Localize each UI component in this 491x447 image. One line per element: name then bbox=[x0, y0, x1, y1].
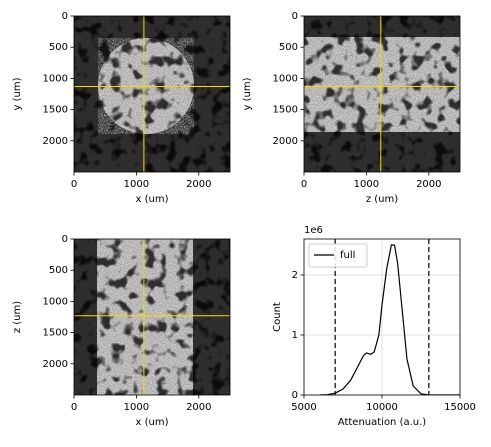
y-axis-label: Count bbox=[272, 302, 283, 332]
y-tick-label: 2000 bbox=[43, 359, 68, 370]
slice-image bbox=[74, 16, 230, 172]
y-tick-label: 1500 bbox=[273, 105, 298, 116]
x-tick-label: 2000 bbox=[186, 179, 211, 190]
x-tick-label: 2000 bbox=[416, 179, 441, 190]
x-tick-label: 10000 bbox=[366, 402, 398, 413]
y-tick-label: 1500 bbox=[43, 105, 68, 116]
x-axis-label: x (um) bbox=[136, 417, 169, 428]
y-tick-label: 0 bbox=[62, 234, 68, 245]
legend-label: full bbox=[340, 250, 355, 261]
x-tick-label: 0 bbox=[301, 179, 307, 190]
y-tick-label: 1 bbox=[292, 330, 298, 341]
x-tick-label: 1000 bbox=[124, 179, 149, 190]
x-tick-label: 1000 bbox=[354, 179, 379, 190]
y-tick-label: 2000 bbox=[43, 136, 68, 147]
y-tick-label: 500 bbox=[49, 42, 68, 53]
axes-frame bbox=[73, 238, 231, 396]
legend-box bbox=[308, 243, 368, 268]
y-axis-label: y (um) bbox=[242, 77, 253, 110]
axes-frame bbox=[303, 15, 461, 173]
axes-frame bbox=[73, 15, 231, 173]
slice-image bbox=[74, 239, 230, 395]
y-tick-label: 2 bbox=[292, 270, 298, 281]
y-tick-label: 1000 bbox=[43, 73, 68, 84]
slice-image bbox=[304, 16, 460, 172]
x-tick-label: 15000 bbox=[444, 402, 476, 413]
y-tick-label: 1000 bbox=[43, 296, 68, 307]
x-axis-label: z (um) bbox=[366, 194, 398, 205]
x-tick-label: 5000 bbox=[291, 402, 316, 413]
x-axis-label: x (um) bbox=[136, 194, 169, 205]
y-tick-label: 0 bbox=[292, 390, 298, 401]
x-axis-label: Attenuation (a.u.) bbox=[338, 417, 427, 428]
series-line bbox=[319, 244, 460, 395]
x-tick-label: 2000 bbox=[186, 402, 211, 413]
y-tick-label: 0 bbox=[62, 11, 68, 22]
y-axis-label: z (um) bbox=[12, 301, 23, 333]
y-tick-label: 0 bbox=[292, 11, 298, 22]
y-tick-label: 2000 bbox=[273, 136, 298, 147]
y-tick-label: 500 bbox=[49, 265, 68, 276]
x-tick-label: 0 bbox=[71, 402, 77, 413]
y-axis-label: y (um) bbox=[12, 77, 23, 110]
x-tick-label: 1000 bbox=[124, 402, 149, 413]
x-tick-label: 0 bbox=[71, 179, 77, 190]
y-tick-label: 1500 bbox=[43, 328, 68, 339]
y-offset-label: 1e6 bbox=[304, 225, 323, 236]
y-tick-label: 1000 bbox=[273, 73, 298, 84]
y-tick-label: 500 bbox=[279, 42, 298, 53]
